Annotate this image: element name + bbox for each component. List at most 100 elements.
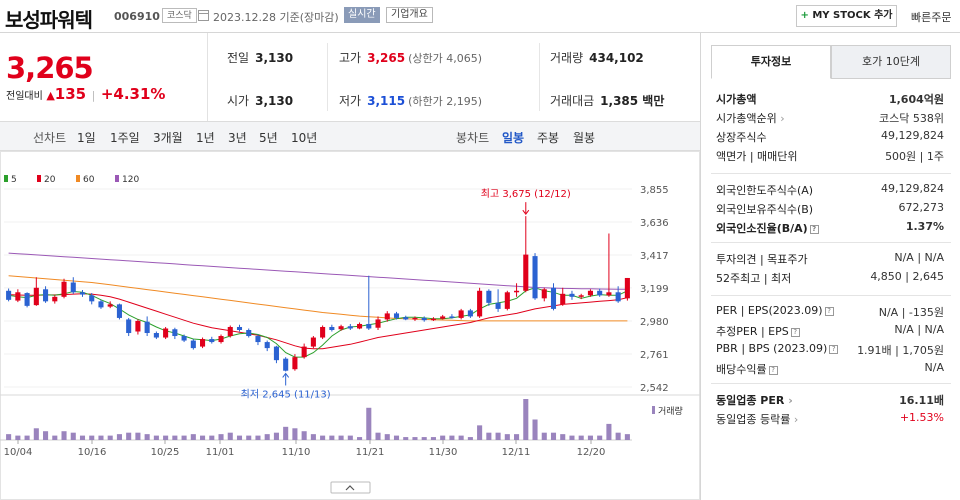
volume-bar: [181, 435, 187, 440]
period-5y[interactable]: 5년: [259, 131, 278, 145]
period-1y[interactable]: 1년: [196, 131, 215, 145]
candle-weekly[interactable]: 주봉: [537, 131, 560, 145]
tab-orderbook[interactable]: 호가 10단계: [831, 45, 951, 79]
volume-bar: [504, 434, 510, 440]
panel-divider: [711, 383, 951, 384]
candle-body: [116, 304, 122, 318]
chevron-right-icon[interactable]: ›: [790, 413, 799, 426]
candle-body: [615, 292, 621, 302]
candle-body: [375, 319, 381, 328]
period-3m[interactable]: 3개월: [153, 131, 183, 145]
info-label: 투자의견 | 목표주가: [716, 253, 808, 266]
candle-body: [504, 292, 510, 309]
candle-body: [52, 296, 58, 302]
y-tick-label: 2,761: [640, 350, 669, 361]
volume-bar: [578, 435, 584, 440]
volume-bar: [107, 435, 113, 440]
price-summary: 3,265 전일대비 ▲135 | +4.31%: [0, 33, 208, 121]
volume-bar: [43, 431, 49, 440]
volume-bar: [440, 435, 446, 440]
volume-bar: [320, 435, 326, 440]
change-amount: 135: [54, 85, 87, 103]
candle-body: [495, 302, 501, 309]
help-icon[interactable]: ?: [809, 225, 819, 234]
info-label: 시가총액: [716, 93, 757, 106]
volume-bar: [486, 432, 492, 440]
collapse-chart-button[interactable]: [330, 481, 371, 494]
candle-body: [301, 346, 307, 358]
volume-bar: [430, 437, 436, 440]
candle-body: [264, 342, 270, 349]
candle-body: [61, 281, 67, 297]
add-mystock-button[interactable]: + MY STOCK 추가: [796, 5, 897, 27]
info-value: 49,129,824: [881, 182, 944, 195]
info-label: 외국인소진율(B/A)?: [716, 220, 819, 236]
candle-body: [393, 313, 400, 318]
volume-bar: [347, 435, 353, 440]
chevron-right-icon[interactable]: ›: [776, 112, 785, 125]
stock-name: 보성파워텍: [5, 8, 93, 32]
company-info-button[interactable]: 기업개요: [386, 7, 433, 23]
volume-bar: [338, 435, 344, 440]
base-date: 2023.12.28 기준(장마감): [213, 11, 339, 24]
volume-bar: [560, 434, 566, 440]
volume-bar: [384, 434, 390, 440]
info-value: 1,604억원: [888, 93, 944, 106]
high-annotation: 최고 3,675 (12/12): [481, 188, 571, 200]
period-3y[interactable]: 3년: [228, 131, 247, 145]
candle-body: [209, 339, 215, 343]
candle-body: [403, 317, 409, 320]
period-1d[interactable]: 1일: [77, 131, 96, 145]
candle-body: [246, 329, 252, 337]
volume-bar: [375, 432, 381, 440]
candle-body: [283, 358, 289, 371]
candle-body: [79, 292, 86, 295]
info-label: 외국인한도주식수(A): [716, 184, 814, 197]
stat-high: 고가 3,265 (상한가 4,065): [339, 51, 482, 65]
y-tick-label: 2,980: [640, 317, 669, 328]
y-tick-label: 3,417: [640, 251, 669, 262]
help-icon[interactable]: ?: [768, 366, 778, 375]
candle-body: [587, 290, 593, 296]
chevron-right-icon[interactable]: ›: [784, 394, 793, 407]
candle-body: [107, 304, 113, 307]
volume-bar: [606, 423, 612, 440]
candle-daily[interactable]: 일봉: [502, 131, 525, 145]
help-icon[interactable]: ?: [829, 345, 839, 354]
candle-monthly[interactable]: 월봉: [573, 131, 596, 145]
legend-swatch: [115, 175, 119, 182]
panel-divider: [711, 173, 951, 174]
help-icon[interactable]: ?: [824, 307, 834, 316]
panel-tabs: 투자정보 호가 10단계: [711, 45, 951, 79]
period-10y[interactable]: 10년: [291, 131, 318, 145]
info-value: N/A | N/A: [894, 323, 944, 336]
volume-bar: [144, 434, 150, 440]
add-mystock-label: MY STOCK 추가: [812, 10, 893, 21]
tab-investment-info[interactable]: 투자정보: [711, 45, 831, 79]
candle-body: [255, 336, 261, 343]
volume-bar: [264, 434, 270, 440]
info-value: 1.91배 | 1,705원: [857, 344, 944, 357]
market-badge: 코스닥: [162, 8, 197, 23]
volume-bar: [514, 434, 520, 440]
info-label: 외국인보유주식수(B): [716, 203, 814, 216]
period-toolbar: 선차트 1일 1주일 3개월 1년 3년 5년 10년 봉차트 일봉 주봉 월봉: [0, 121, 700, 151]
period-1w[interactable]: 1주일: [110, 131, 140, 145]
help-icon[interactable]: ?: [790, 328, 800, 337]
candle-body: [273, 346, 279, 361]
candle-body: [458, 310, 464, 318]
info-value: N/A | N/A: [894, 251, 944, 264]
candle-chart-label: 봉차트: [456, 131, 490, 145]
candle-body: [98, 301, 104, 308]
info-value: 4,850 | 2,645: [870, 270, 944, 283]
realtime-button[interactable]: 실시간: [344, 7, 380, 23]
quick-order-link[interactable]: 빠른주문: [911, 11, 952, 24]
y-tick-label: 2,542: [640, 383, 669, 394]
candle-body: [70, 282, 76, 293]
price-chart[interactable]: 5 20 60 120 3,855 3,636 3,417 3,199 2,980 2,761 2,…: [0, 151, 700, 500]
volume-bar: [89, 435, 95, 440]
y-tick-label: 3,855: [640, 185, 669, 196]
volume-bar: [218, 434, 224, 440]
volume-bar: [541, 432, 547, 440]
info-label: PBR | BPS (2023.09)?: [716, 342, 839, 355]
